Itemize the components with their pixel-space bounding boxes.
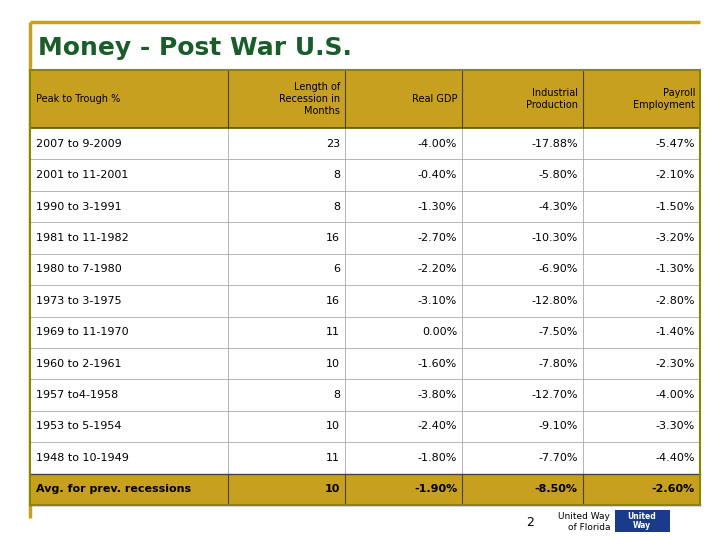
Text: -10.30%: -10.30% — [531, 233, 577, 243]
Bar — [30, 285, 700, 316]
Text: -4.40%: -4.40% — [655, 453, 695, 463]
Text: -1.90%: -1.90% — [414, 484, 457, 494]
Text: 2007 to 9-2009: 2007 to 9-2009 — [36, 139, 122, 148]
Bar — [615, 510, 670, 532]
Text: -12.80%: -12.80% — [531, 296, 577, 306]
Bar — [30, 411, 700, 442]
Bar — [30, 70, 700, 128]
Text: -2.20%: -2.20% — [418, 265, 457, 274]
Bar — [30, 254, 700, 285]
Text: -1.30%: -1.30% — [418, 201, 457, 212]
Text: 1973 to 3-1975: 1973 to 3-1975 — [36, 296, 122, 306]
Text: -2.40%: -2.40% — [418, 421, 457, 431]
Text: Real GDP: Real GDP — [412, 94, 457, 104]
Text: -5.80%: -5.80% — [539, 170, 577, 180]
Text: -3.20%: -3.20% — [656, 233, 695, 243]
Text: United Way
of Florida: United Way of Florida — [558, 512, 610, 532]
Text: -2.60%: -2.60% — [652, 484, 695, 494]
Text: -12.70%: -12.70% — [531, 390, 577, 400]
Text: 1948 to 10-1949: 1948 to 10-1949 — [36, 453, 129, 463]
Text: 11: 11 — [326, 327, 340, 337]
Bar — [30, 316, 700, 348]
Text: 16: 16 — [326, 233, 340, 243]
Text: 1980 to 7-1980: 1980 to 7-1980 — [36, 265, 122, 274]
Text: -17.88%: -17.88% — [531, 139, 577, 148]
Text: 1957 to4-1958: 1957 to4-1958 — [36, 390, 118, 400]
Text: -8.50%: -8.50% — [535, 484, 577, 494]
Text: -3.10%: -3.10% — [418, 296, 457, 306]
Text: 2001 to 11-2001: 2001 to 11-2001 — [36, 170, 128, 180]
Text: -1.50%: -1.50% — [656, 201, 695, 212]
Text: -3.30%: -3.30% — [656, 421, 695, 431]
Text: 11: 11 — [326, 453, 340, 463]
Text: 8: 8 — [333, 170, 340, 180]
Text: -5.47%: -5.47% — [655, 139, 695, 148]
Text: -7.70%: -7.70% — [539, 453, 577, 463]
Text: -7.80%: -7.80% — [539, 359, 577, 369]
Text: -0.40%: -0.40% — [418, 170, 457, 180]
Text: 8: 8 — [333, 201, 340, 212]
Text: -2.30%: -2.30% — [656, 359, 695, 369]
Bar — [30, 222, 700, 254]
Text: Industrial
Production: Industrial Production — [526, 88, 577, 110]
Text: 1953 to 5-1954: 1953 to 5-1954 — [36, 421, 122, 431]
Text: 0.00%: 0.00% — [422, 327, 457, 337]
Text: -7.50%: -7.50% — [539, 327, 577, 337]
Bar — [30, 70, 700, 128]
Text: -4.30%: -4.30% — [539, 201, 577, 212]
Text: Length of
Recession in
Months: Length of Recession in Months — [279, 83, 340, 116]
Text: -4.00%: -4.00% — [418, 139, 457, 148]
Text: 23: 23 — [325, 139, 340, 148]
Text: 2: 2 — [526, 516, 534, 529]
Text: -1.80%: -1.80% — [418, 453, 457, 463]
Text: -1.60%: -1.60% — [418, 359, 457, 369]
Bar — [30, 442, 700, 474]
Text: Peak to Trough %: Peak to Trough % — [36, 94, 120, 104]
Text: United
Way: United Way — [628, 512, 657, 530]
Text: 10: 10 — [325, 484, 340, 494]
Text: -6.90%: -6.90% — [539, 265, 577, 274]
Bar — [30, 159, 700, 191]
Text: 8: 8 — [333, 390, 340, 400]
Bar — [30, 70, 700, 505]
Text: -2.10%: -2.10% — [656, 170, 695, 180]
Text: -2.70%: -2.70% — [418, 233, 457, 243]
Text: 1969 to 11-1970: 1969 to 11-1970 — [36, 327, 129, 337]
Text: -3.80%: -3.80% — [418, 390, 457, 400]
Text: Payroll
Employment: Payroll Employment — [633, 88, 695, 110]
Bar — [30, 379, 700, 411]
Bar — [30, 474, 700, 505]
Text: Avg. for prev. recessions: Avg. for prev. recessions — [36, 484, 191, 494]
Text: 10: 10 — [326, 421, 340, 431]
Text: -1.30%: -1.30% — [656, 265, 695, 274]
Bar — [30, 348, 700, 379]
Text: 1981 to 11-1982: 1981 to 11-1982 — [36, 233, 129, 243]
Text: 6: 6 — [333, 265, 340, 274]
Text: -1.40%: -1.40% — [656, 327, 695, 337]
Text: -2.80%: -2.80% — [655, 296, 695, 306]
Text: 10: 10 — [326, 359, 340, 369]
Text: 1990 to 3-1991: 1990 to 3-1991 — [36, 201, 122, 212]
Bar — [30, 191, 700, 222]
Text: -4.00%: -4.00% — [656, 390, 695, 400]
Text: 1960 to 2-1961: 1960 to 2-1961 — [36, 359, 122, 369]
Text: -9.10%: -9.10% — [539, 421, 577, 431]
Bar — [30, 128, 700, 159]
Text: 16: 16 — [326, 296, 340, 306]
Text: Money - Post War U.S.: Money - Post War U.S. — [38, 36, 352, 60]
